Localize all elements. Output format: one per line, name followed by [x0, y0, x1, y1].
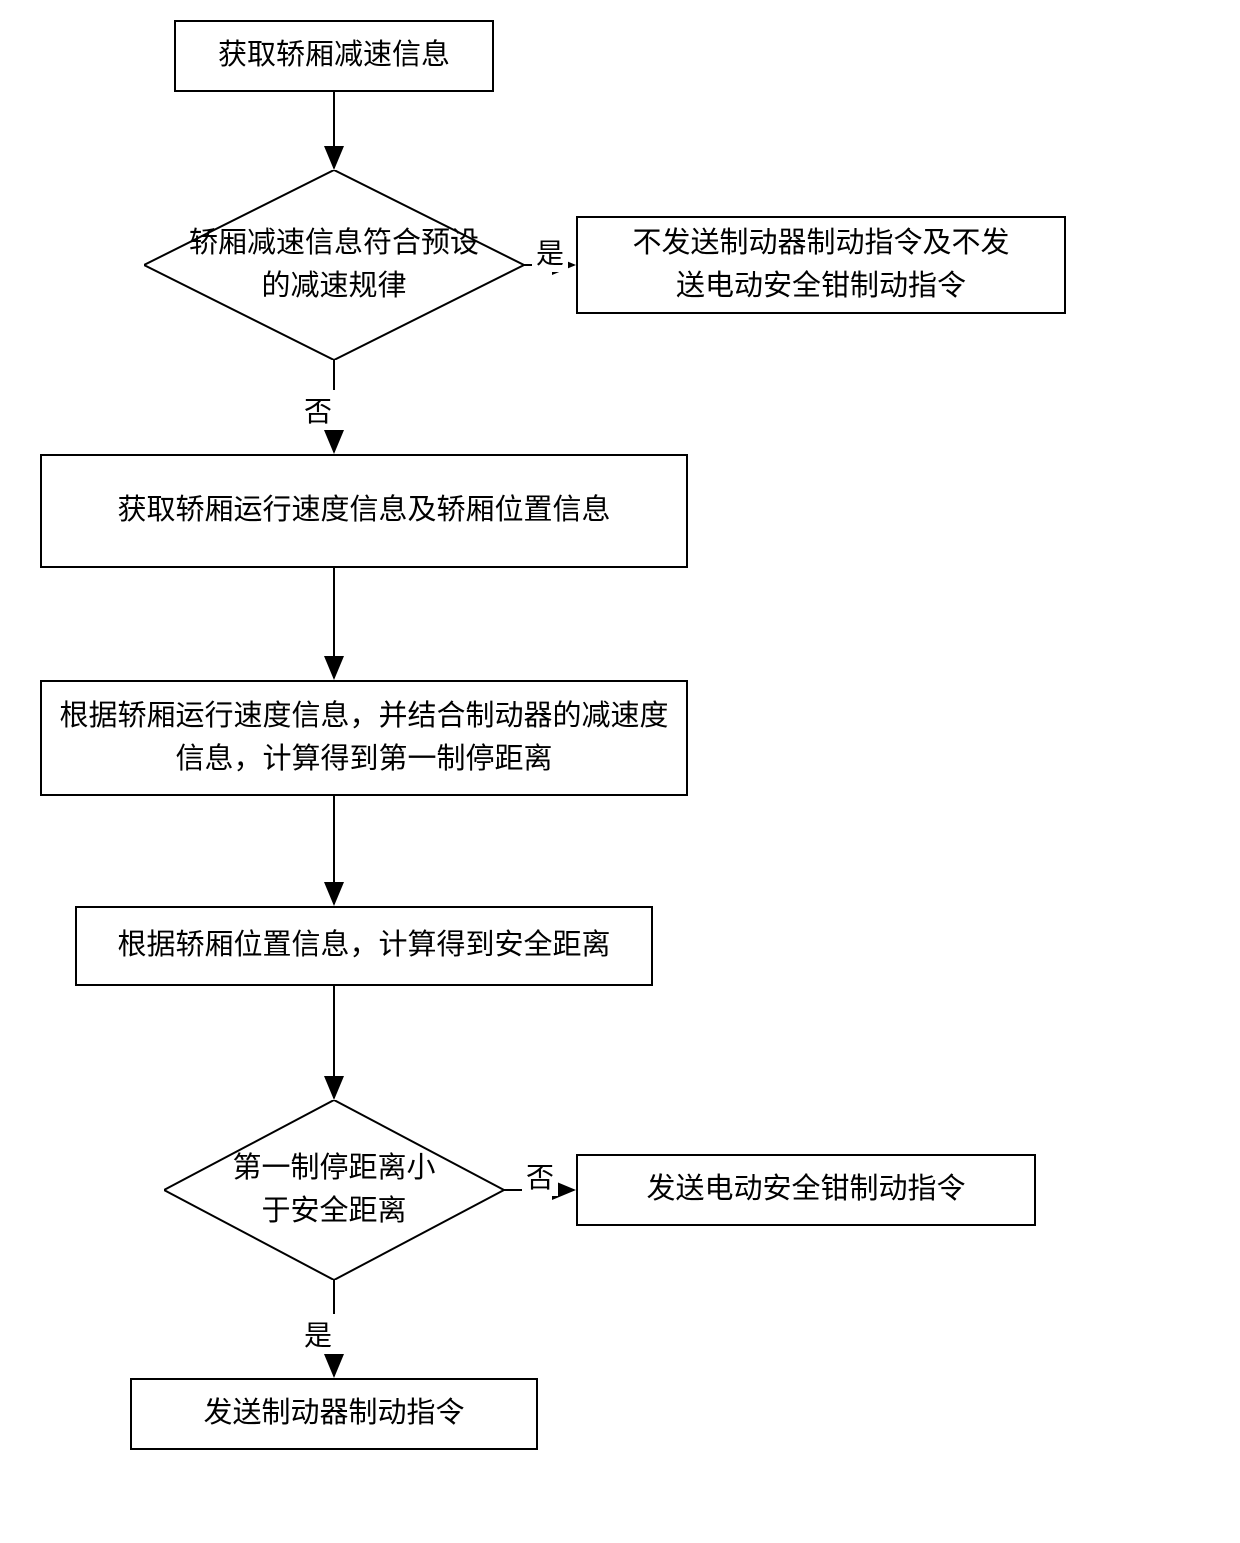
edge-label-yes-1: 是: [532, 232, 568, 272]
edge-label-yes-2: 是: [300, 1314, 336, 1354]
flow-node-calc-safe-distance: 根据轿厢位置信息，计算得到安全距离: [75, 906, 653, 986]
node-text: 第一制停距离小 于安全距离: [164, 1100, 504, 1280]
flow-node-calc-first-stop-distance: 根据轿厢运行速度信息，并结合制动器的减速度 信息，计算得到第一制停距离: [40, 680, 688, 796]
node-text: 发送电动安全钳制动指令: [646, 1168, 965, 1212]
flow-decision-decel-rule: 轿厢减速信息符合预设 的减速规律: [144, 170, 524, 360]
node-text: 不发送制动器制动指令及不发 送电动安全钳制动指令: [632, 222, 1009, 309]
node-text: 获取轿厢运行速度信息及轿厢位置信息: [117, 489, 610, 533]
flow-node-start: 获取轿厢减速信息: [174, 20, 494, 92]
node-text: 根据轿厢位置信息，计算得到安全距离: [117, 924, 610, 968]
flow-node-send-safety-clamp: 发送电动安全钳制动指令: [576, 1154, 1036, 1226]
node-text: 轿厢减速信息符合预设 的减速规律: [144, 170, 524, 360]
node-text: 获取轿厢减速信息: [218, 34, 450, 78]
flow-node-no-command: 不发送制动器制动指令及不发 送电动安全钳制动指令: [576, 216, 1066, 314]
edge-label-no-1: 否: [300, 390, 336, 430]
flow-decision-stop-lt-safe: 第一制停距离小 于安全距离: [164, 1100, 504, 1280]
node-text: 发送制动器制动指令: [203, 1392, 464, 1436]
edge-label-no-2: 否: [522, 1156, 558, 1196]
flow-node-send-brake: 发送制动器制动指令: [130, 1378, 538, 1450]
flow-node-get-speed-position: 获取轿厢运行速度信息及轿厢位置信息: [40, 454, 688, 568]
node-text: 根据轿厢运行速度信息，并结合制动器的减速度 信息，计算得到第一制停距离: [59, 695, 668, 782]
